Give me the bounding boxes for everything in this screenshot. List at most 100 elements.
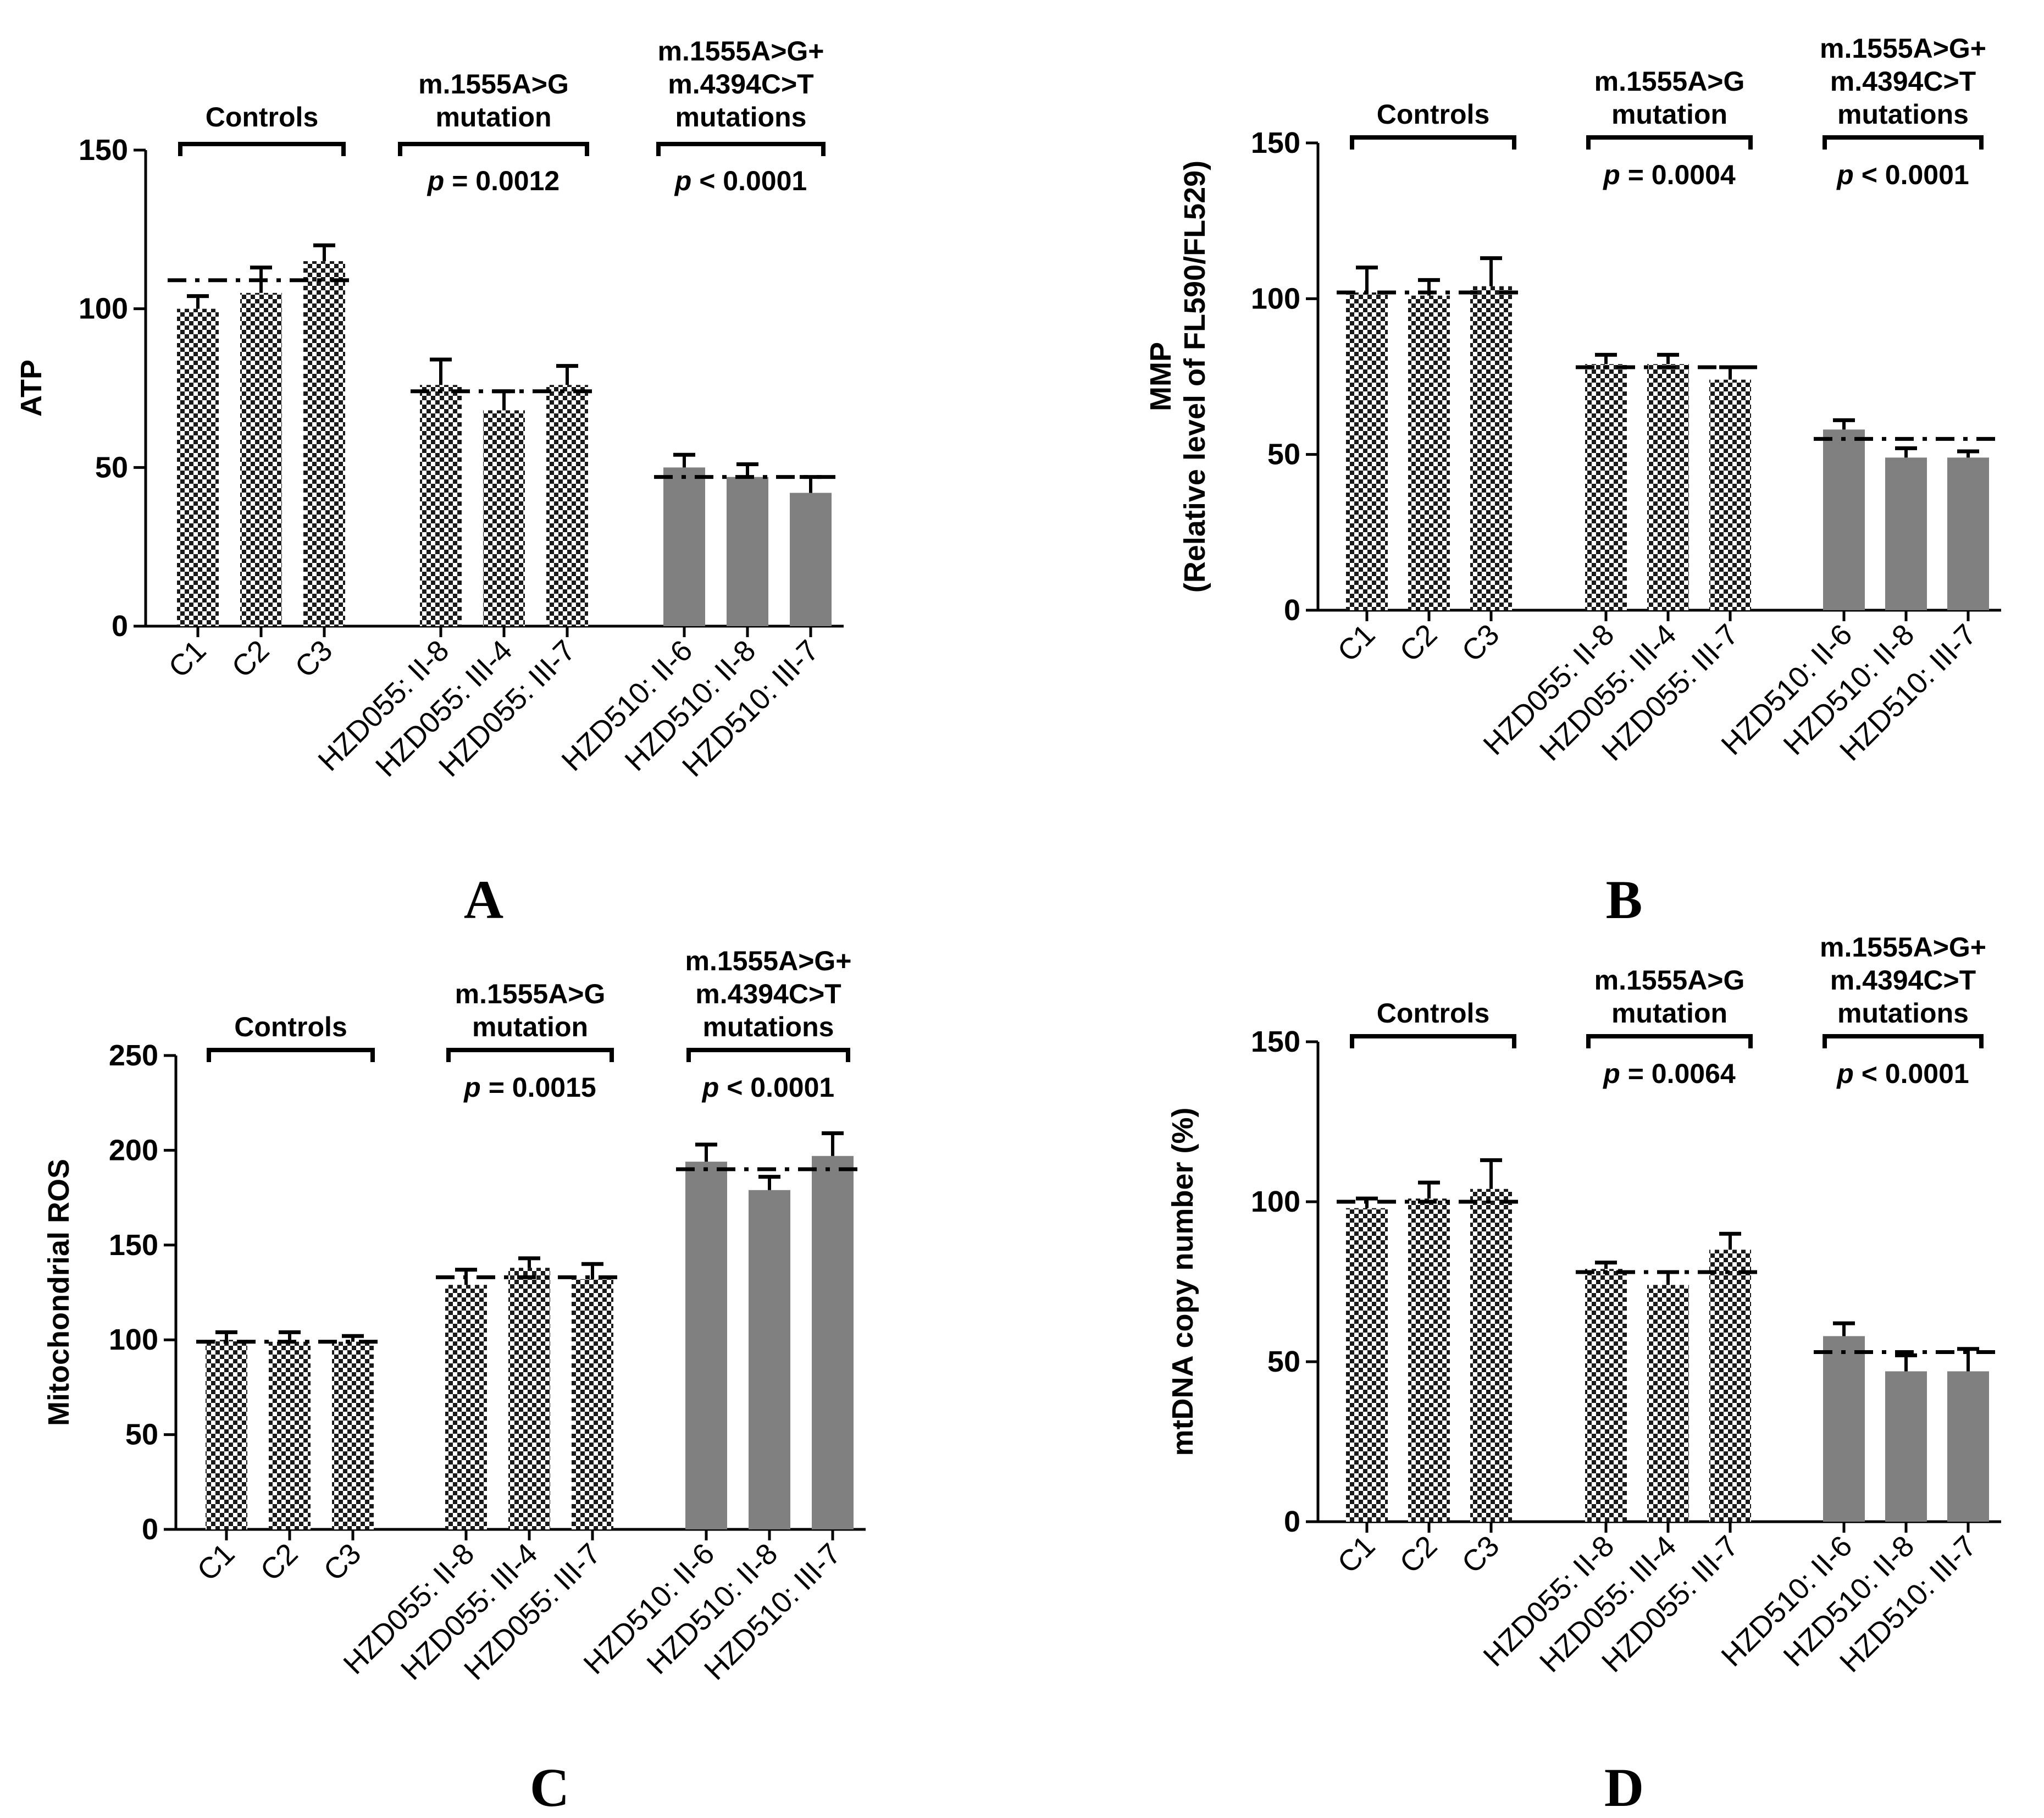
panel-d-bar xyxy=(1346,1208,1388,1522)
panel-b-y-axis-label: MMP xyxy=(1144,342,1177,411)
panel-d-label: D xyxy=(1604,1757,1644,1818)
panel-b-group-label: Controls xyxy=(1377,99,1490,130)
panel-b-group-label: m.1555A>G xyxy=(1594,66,1745,97)
panel-a-group-label: m.1555A>G xyxy=(418,69,569,100)
panel-a-p-value: p = 0.0012 xyxy=(426,165,560,196)
panel-a-bar xyxy=(790,493,832,626)
panel-d-group-label: m.4394C>T xyxy=(1830,965,1976,996)
panel-d-bar xyxy=(1408,1198,1450,1522)
panel-c-y-tick-label: 0 xyxy=(142,1513,158,1546)
panel-a-y-tick-label: 0 xyxy=(112,610,128,643)
panel-c-group-label: m.1555A>G xyxy=(455,979,606,1009)
panel-c-bar xyxy=(508,1268,550,1529)
panel-a-bar xyxy=(303,261,345,627)
panel-d-group-label: m.1555A>G+ xyxy=(1820,932,1986,963)
panel-c-x-tick-label: C3 xyxy=(317,1537,367,1587)
panel-a-y-tick-label: 150 xyxy=(79,134,128,167)
panel-d-x-tick-label: C3 xyxy=(1455,1529,1505,1579)
panel-a-x-tick-label: C2 xyxy=(225,634,275,684)
panel-a-group-label: Controls xyxy=(206,102,319,132)
panel-c-y-tick-label: 100 xyxy=(109,1323,158,1356)
panel-b-bar xyxy=(1885,457,1927,610)
panel-c-bar xyxy=(812,1156,854,1529)
panel-b-bar xyxy=(1408,295,1450,610)
panel-d-bar xyxy=(1647,1285,1689,1522)
panel-a-group-label: mutations xyxy=(675,102,807,132)
panel-b-group-label: m.4394C>T xyxy=(1830,66,1976,97)
panel-b-y-tick-label: 50 xyxy=(1267,438,1300,471)
panel-a-bar xyxy=(546,385,588,626)
panel-c-bar xyxy=(332,1341,374,1529)
panel-d-x-tick-label: C2 xyxy=(1393,1529,1443,1579)
panel-c-x-tick-label: C2 xyxy=(254,1537,304,1587)
panel-a-bar xyxy=(727,477,768,626)
panel-d-y-tick-label: 100 xyxy=(1251,1185,1300,1218)
panel-a-y-tick-label: 100 xyxy=(79,292,128,325)
panel-c-bar xyxy=(572,1279,613,1529)
panel-b-bar xyxy=(1470,286,1512,610)
panel-d-bar xyxy=(1709,1250,1751,1522)
panel-c-bar xyxy=(749,1190,790,1529)
panel-d-y-tick-label: 50 xyxy=(1267,1345,1300,1378)
panel-c-y-tick-label: 250 xyxy=(109,1039,158,1072)
panel-d-y-tick-label: 0 xyxy=(1284,1505,1300,1538)
panel-a-bar xyxy=(240,292,282,626)
panel-d-group-label: mutation xyxy=(1611,998,1727,1029)
panel-c-bar xyxy=(445,1285,487,1529)
panel-d-bar xyxy=(1823,1336,1865,1522)
panel-b-p-value: p = 0.0004 xyxy=(1602,159,1736,190)
panel-c-bar xyxy=(685,1162,727,1529)
panel-c-group-label: Controls xyxy=(234,1012,347,1042)
panel-a-p-value: p < 0.0001 xyxy=(674,165,807,196)
panel-d-y-axis-label: mtDNA copy number (%) xyxy=(1166,1107,1199,1456)
panel-b-group-label: mutation xyxy=(1611,99,1727,130)
panel-b-x-tick-label: C2 xyxy=(1393,618,1443,668)
panel-b-x-tick-label: C1 xyxy=(1331,618,1381,668)
panel-c-y-axis-label: Mitochondrial ROS xyxy=(42,1159,75,1426)
panel-c-y-tick-label: 150 xyxy=(109,1229,158,1262)
panel-b-y-tick-label: 100 xyxy=(1251,282,1300,315)
panel-b-p-value: p < 0.0001 xyxy=(1836,159,1969,190)
panel-a-bar xyxy=(177,308,219,626)
panel-b-label: B xyxy=(1606,869,1643,930)
panel-b-group-label: m.1555A>G+ xyxy=(1820,33,1986,64)
panel-c-group-label: mutation xyxy=(472,1012,588,1042)
panel-b-y-axis-label: (Relative level of FL590/FL529) xyxy=(1178,161,1211,593)
panel-a-group-label: m.4394C>T xyxy=(668,69,813,100)
panel-d-p-value: p = 0.0064 xyxy=(1602,1058,1736,1089)
panel-c-group-label: m.1555A>G+ xyxy=(685,946,852,976)
panel-c-label: C xyxy=(530,1757,569,1818)
panel-a-bar xyxy=(663,467,705,626)
panel-a-x-tick-label: C1 xyxy=(162,634,212,684)
panel-b-bar xyxy=(1585,364,1627,610)
panel-d-bar xyxy=(1585,1269,1627,1522)
panel-d-bar xyxy=(1885,1371,1927,1522)
panel-a-bar xyxy=(420,385,462,626)
panel-b-bar xyxy=(1823,429,1865,610)
panel-c-bar xyxy=(269,1341,311,1529)
panel-d-x-tick-label: C1 xyxy=(1331,1529,1381,1579)
panel-c-y-tick-label: 200 xyxy=(109,1134,158,1167)
panel-b-bar xyxy=(1947,457,1989,610)
panel-c-x-tick-label: C1 xyxy=(191,1537,241,1587)
panel-b-x-tick-label: C3 xyxy=(1455,618,1505,668)
panel-d-group-label: mutations xyxy=(1837,998,1969,1029)
panel-d-group-label: Controls xyxy=(1377,998,1490,1029)
panel-d-p-value: p < 0.0001 xyxy=(1836,1058,1969,1089)
panel-b-bar xyxy=(1709,379,1751,610)
panel-a-x-tick-label: C3 xyxy=(289,634,339,684)
panel-c-p-value: p < 0.0001 xyxy=(701,1072,834,1103)
panel-b-group-label: mutations xyxy=(1837,99,1969,130)
panel-b-bar xyxy=(1647,364,1689,610)
panel-d-bar xyxy=(1947,1371,1989,1522)
panel-b-bar xyxy=(1346,292,1388,610)
panel-a-group-label: mutation xyxy=(435,102,551,132)
panel-b-y-tick-label: 150 xyxy=(1251,126,1300,159)
panel-c-bar xyxy=(206,1340,247,1529)
panel-c-p-value: p = 0.0015 xyxy=(463,1072,596,1103)
panel-a-group-label: m.1555A>G+ xyxy=(658,36,824,67)
panel-b-y-tick-label: 0 xyxy=(1284,594,1300,627)
panel-c-y-tick-label: 50 xyxy=(125,1418,158,1451)
